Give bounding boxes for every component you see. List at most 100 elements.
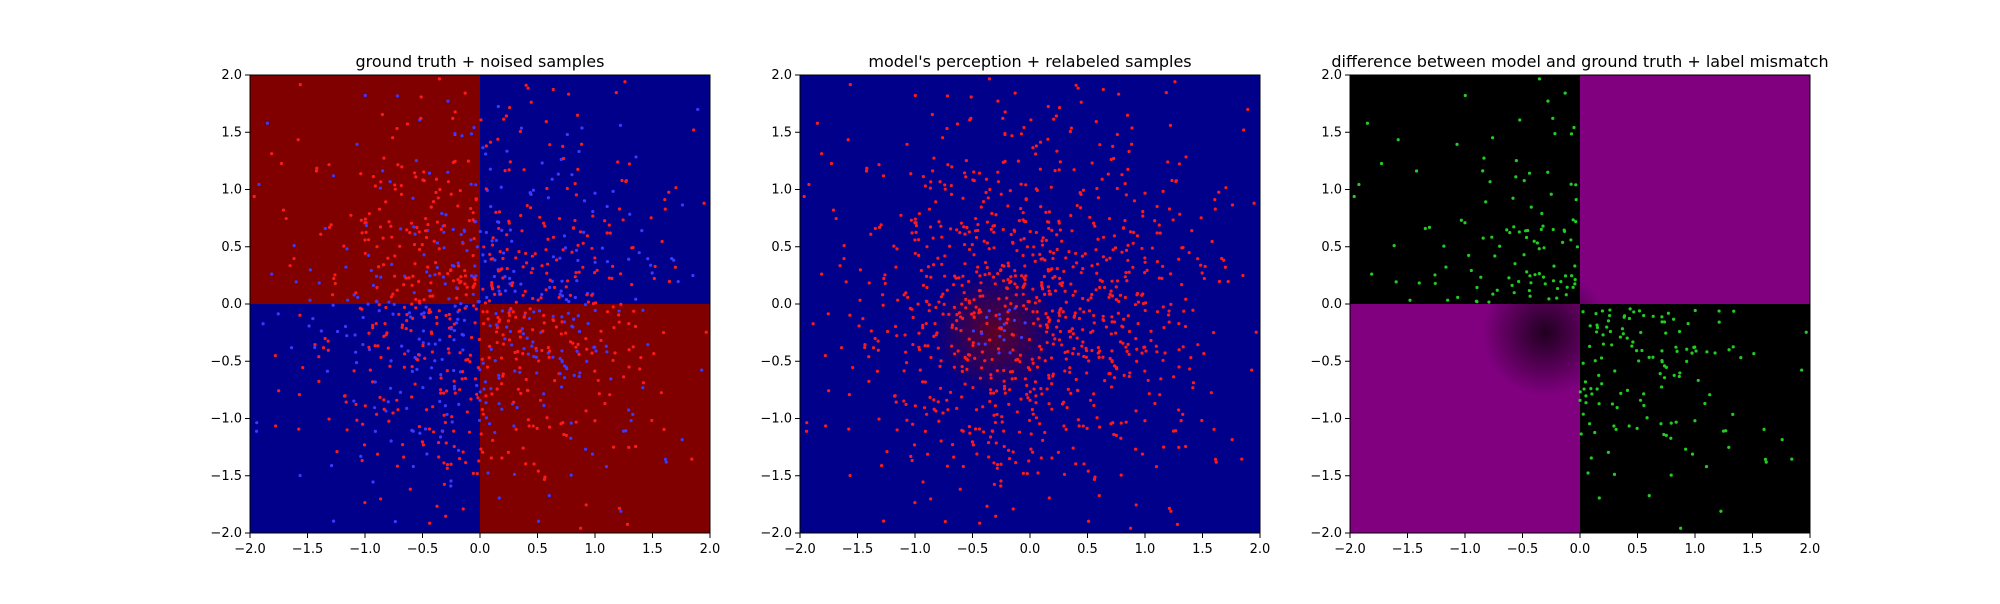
data-point xyxy=(842,244,846,248)
data-point xyxy=(451,227,455,232)
data-point xyxy=(537,359,541,363)
data-point xyxy=(424,216,428,221)
data-point xyxy=(410,364,414,369)
data-point xyxy=(1109,385,1114,389)
data-point xyxy=(1140,293,1144,297)
data-point xyxy=(564,433,568,437)
data-point xyxy=(1050,456,1054,460)
data-point xyxy=(593,256,597,260)
data-point xyxy=(1049,185,1053,189)
data-point xyxy=(960,364,964,369)
data-point xyxy=(1062,472,1067,477)
data-point xyxy=(939,295,943,299)
x-tick-label: 1.0 xyxy=(1135,542,1156,557)
data-point xyxy=(1181,345,1185,349)
data-point xyxy=(477,300,481,304)
data-point xyxy=(966,353,971,357)
data-point xyxy=(1605,325,1609,329)
data-point xyxy=(1651,355,1655,359)
data-point xyxy=(1110,294,1115,298)
data-point xyxy=(976,265,980,269)
data-point xyxy=(417,247,422,252)
data-point xyxy=(569,436,573,440)
data-point xyxy=(938,180,942,184)
data-point xyxy=(1672,317,1676,321)
y-tick-label: 0.0 xyxy=(771,297,792,312)
data-point xyxy=(1078,307,1082,311)
data-point xyxy=(573,181,577,186)
data-point xyxy=(363,217,367,221)
data-point xyxy=(1040,283,1044,287)
data-point xyxy=(1110,279,1114,283)
data-point xyxy=(1542,246,1546,250)
data-point xyxy=(1559,280,1563,284)
data-point xyxy=(1097,494,1101,498)
data-point xyxy=(422,170,426,174)
data-point xyxy=(634,444,638,449)
data-point xyxy=(369,268,373,273)
data-point xyxy=(950,443,955,447)
data-point xyxy=(558,256,562,260)
data-point xyxy=(913,217,917,221)
data-point xyxy=(560,359,564,363)
region xyxy=(1580,75,1810,304)
data-point xyxy=(409,329,413,333)
data-point xyxy=(1563,274,1568,278)
data-point xyxy=(608,231,612,235)
data-point xyxy=(659,391,663,395)
data-point xyxy=(510,239,514,243)
data-point xyxy=(1588,324,1592,328)
data-point xyxy=(1158,231,1162,235)
data-point xyxy=(487,422,492,426)
data-point xyxy=(498,318,502,322)
data-point xyxy=(550,177,554,181)
data-point xyxy=(565,132,569,137)
data-point xyxy=(1002,384,1007,388)
data-point xyxy=(1352,194,1356,199)
data-point xyxy=(458,189,462,193)
data-point xyxy=(927,309,931,313)
data-point xyxy=(1677,329,1682,334)
data-point xyxy=(632,309,636,313)
data-point xyxy=(381,169,385,173)
data-point xyxy=(1574,183,1578,187)
data-point xyxy=(1540,211,1544,216)
data-point xyxy=(847,393,852,397)
data-point xyxy=(1039,205,1043,209)
data-point xyxy=(510,281,515,285)
data-point xyxy=(984,177,989,181)
data-point xyxy=(512,424,516,428)
y-tick-label: −1.5 xyxy=(760,469,792,484)
data-point xyxy=(364,224,369,228)
data-point xyxy=(1713,351,1717,355)
data-point xyxy=(1040,239,1044,243)
data-point xyxy=(1392,244,1396,248)
data-point xyxy=(1073,311,1077,315)
data-point xyxy=(444,213,448,217)
data-point xyxy=(925,285,929,290)
data-point xyxy=(1034,230,1038,235)
data-point xyxy=(1069,391,1073,395)
data-point xyxy=(531,266,535,271)
data-point xyxy=(476,396,480,400)
data-point xyxy=(450,420,454,424)
data-point xyxy=(298,473,302,478)
data-point xyxy=(983,359,987,363)
data-point xyxy=(443,404,447,408)
data-point xyxy=(1134,503,1138,507)
data-point xyxy=(1028,398,1032,402)
data-point xyxy=(1007,264,1011,268)
data-point xyxy=(1166,160,1170,164)
data-point xyxy=(871,346,876,350)
data-point xyxy=(482,245,486,249)
data-point xyxy=(279,161,284,166)
data-point xyxy=(417,230,421,234)
data-point xyxy=(1144,349,1148,353)
data-point xyxy=(542,392,546,396)
data-point xyxy=(446,180,451,184)
data-point xyxy=(1090,264,1094,268)
data-point xyxy=(1081,266,1085,271)
data-point xyxy=(702,201,706,205)
data-point xyxy=(988,435,993,439)
data-point xyxy=(961,429,965,433)
